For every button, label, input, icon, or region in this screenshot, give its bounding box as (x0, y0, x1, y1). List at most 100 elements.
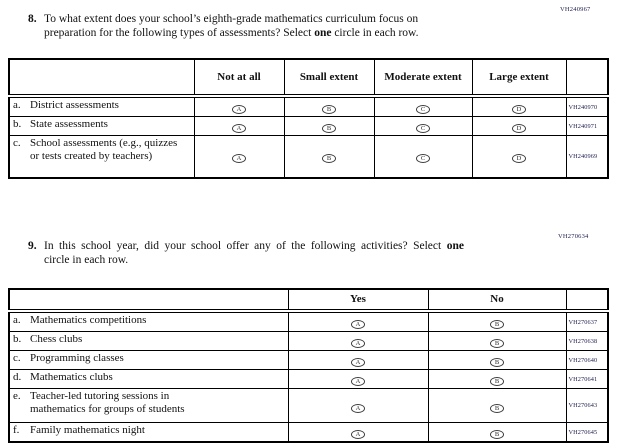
row-letter: b. (13, 333, 22, 345)
answer-bubble-a[interactable]: A (351, 320, 365, 329)
row-letter: a. (13, 99, 21, 111)
answer-bubble-b[interactable]: B (322, 124, 336, 133)
question-8: 8. To what extent does your school’s eig… (28, 13, 419, 40)
option-cell-moderate-extent: C (373, 116, 473, 136)
answer-bubble-b[interactable]: B (490, 320, 504, 329)
row-code: VH270637 (565, 310, 609, 332)
row-label-cell: b. State assessments (8, 116, 195, 136)
q9-header-code-blank (565, 288, 609, 313)
answer-bubble-b[interactable]: B (322, 105, 336, 114)
answer-bubble-b[interactable]: B (490, 358, 504, 367)
q8-row-school-assessments: c. School assessments (e.g., quizzes or t… (8, 135, 609, 178)
q8-table: Not at all Small extent Moderate extent … (8, 58, 609, 179)
q9-row-mathematics-competitions: a. Mathematics competitions A B VH270637 (8, 310, 609, 332)
row-letter: d. (13, 371, 22, 383)
row-label-cell: f. Family mathematics night (8, 422, 289, 443)
q9-row-teacher-led-tutoring: e. Teacher-led tutoring sessions in mathe… (8, 388, 609, 423)
option-cell-moderate-extent: C (373, 95, 473, 117)
q9-header-row: Yes No (8, 288, 609, 313)
q8-header-row: Not at all Small extent Moderate extent … (8, 58, 609, 98)
question-8-bold-one: one (314, 26, 332, 39)
row-letter: c. (13, 352, 21, 364)
q8-header-small-extent: Small extent (283, 58, 375, 98)
row-letter: b. (13, 118, 22, 130)
answer-bubble-b[interactable]: B (490, 430, 504, 439)
option-cell-large-extent: D (471, 116, 567, 136)
question-9-number: 9. (28, 240, 37, 252)
answer-bubble-c[interactable]: C (416, 105, 430, 114)
option-cell-no: B (427, 310, 567, 332)
option-cell-no: B (427, 388, 567, 423)
option-cell-small-extent: B (283, 95, 375, 117)
answer-bubble-d[interactable]: D (512, 124, 526, 133)
answer-bubble-b[interactable]: B (322, 154, 336, 164)
option-cell-not-at-all: A (193, 135, 285, 178)
option-cell-small-extent: B (283, 116, 375, 136)
answer-bubble-a[interactable]: A (351, 430, 365, 439)
row-label: Mathematics competitions (30, 314, 147, 326)
row-label: School assessments (e.g., quizzes or tes… (30, 137, 178, 162)
option-cell-no: B (427, 350, 567, 370)
answer-bubble-a[interactable]: A (351, 377, 365, 386)
q9-row-mathematics-clubs: d. Mathematics clubs A B VH270641 (8, 369, 609, 389)
row-label-cell: a. District assessments (8, 95, 195, 117)
option-cell-no: B (427, 331, 567, 351)
row-label-cell: b. Chess clubs (8, 331, 289, 351)
answer-bubble-c[interactable]: C (416, 124, 430, 133)
option-cell-not-at-all: A (193, 116, 285, 136)
answer-bubble-a[interactable]: A (351, 339, 365, 348)
q9-row-chess-clubs: b. Chess clubs A B VH270638 (8, 331, 609, 351)
option-cell-yes: A (287, 422, 429, 443)
row-code: VH270645 (565, 422, 609, 443)
row-label: Family mathematics night (30, 424, 145, 436)
option-cell-no: B (427, 369, 567, 389)
row-label: Chess clubs (30, 333, 83, 345)
answer-bubble-d[interactable]: D (512, 154, 526, 164)
row-code: VH240969 (565, 135, 609, 178)
q8-header-large-extent: Large extent (471, 58, 567, 98)
row-label: Programming classes (30, 352, 124, 364)
option-cell-no: B (427, 422, 567, 443)
q9-header-blank (8, 288, 289, 313)
answer-bubble-a[interactable]: A (232, 124, 246, 133)
answer-bubble-a[interactable]: A (351, 358, 365, 367)
answer-bubble-a[interactable]: A (351, 403, 365, 413)
q8-row-state-assessments: b. State assessments A B C D VH240971 (8, 116, 609, 136)
row-label-cell: c. Programming classes (8, 350, 289, 370)
answer-bubble-a[interactable]: A (232, 105, 246, 114)
answer-bubble-c[interactable]: C (416, 154, 430, 164)
row-code: VH270640 (565, 350, 609, 370)
answer-bubble-a[interactable]: A (232, 154, 246, 164)
q8-row-district-assessments: a. District assessments A B C D VH240970 (8, 95, 609, 117)
row-letter: e. (13, 390, 21, 402)
question-8-number: 8. (28, 13, 37, 25)
option-cell-not-at-all: A (193, 95, 285, 117)
q9-header-no: No (427, 288, 567, 313)
answer-bubble-b[interactable]: B (490, 339, 504, 348)
row-label: State assessments (30, 118, 108, 130)
row-code: VH240970 (565, 95, 609, 117)
answer-bubble-b[interactable]: B (490, 377, 504, 386)
question-8-code: VH240967 (560, 6, 591, 13)
q8-header-code-blank (565, 58, 609, 98)
answer-bubble-b[interactable]: B (490, 403, 504, 413)
q9-header-yes: Yes (287, 288, 429, 313)
q8-header-moderate-extent: Moderate extent (373, 58, 473, 98)
question-8-line2a: preparation for the following types of a… (44, 26, 315, 39)
question-9-code: VH270634 (558, 233, 589, 240)
q8-header-blank (8, 58, 195, 98)
answer-bubble-d[interactable]: D (512, 105, 526, 114)
q8-header-not-at-all: Not at all (193, 58, 285, 98)
question-9: 9. In this school year, did your school … (28, 240, 464, 267)
q9-table: Yes No a. Mathematics competitions A B VH… (8, 288, 609, 443)
question-9-bold-one: one (446, 240, 464, 252)
option-cell-yes: A (287, 369, 429, 389)
option-cell-moderate-extent: C (373, 135, 473, 178)
row-letter: a. (13, 314, 21, 326)
option-cell-yes: A (287, 388, 429, 423)
row-code: VH240971 (565, 116, 609, 136)
question-8-line1: To what extent does your school’s eighth… (44, 13, 419, 25)
option-cell-large-extent: D (471, 135, 567, 178)
option-cell-small-extent: B (283, 135, 375, 178)
